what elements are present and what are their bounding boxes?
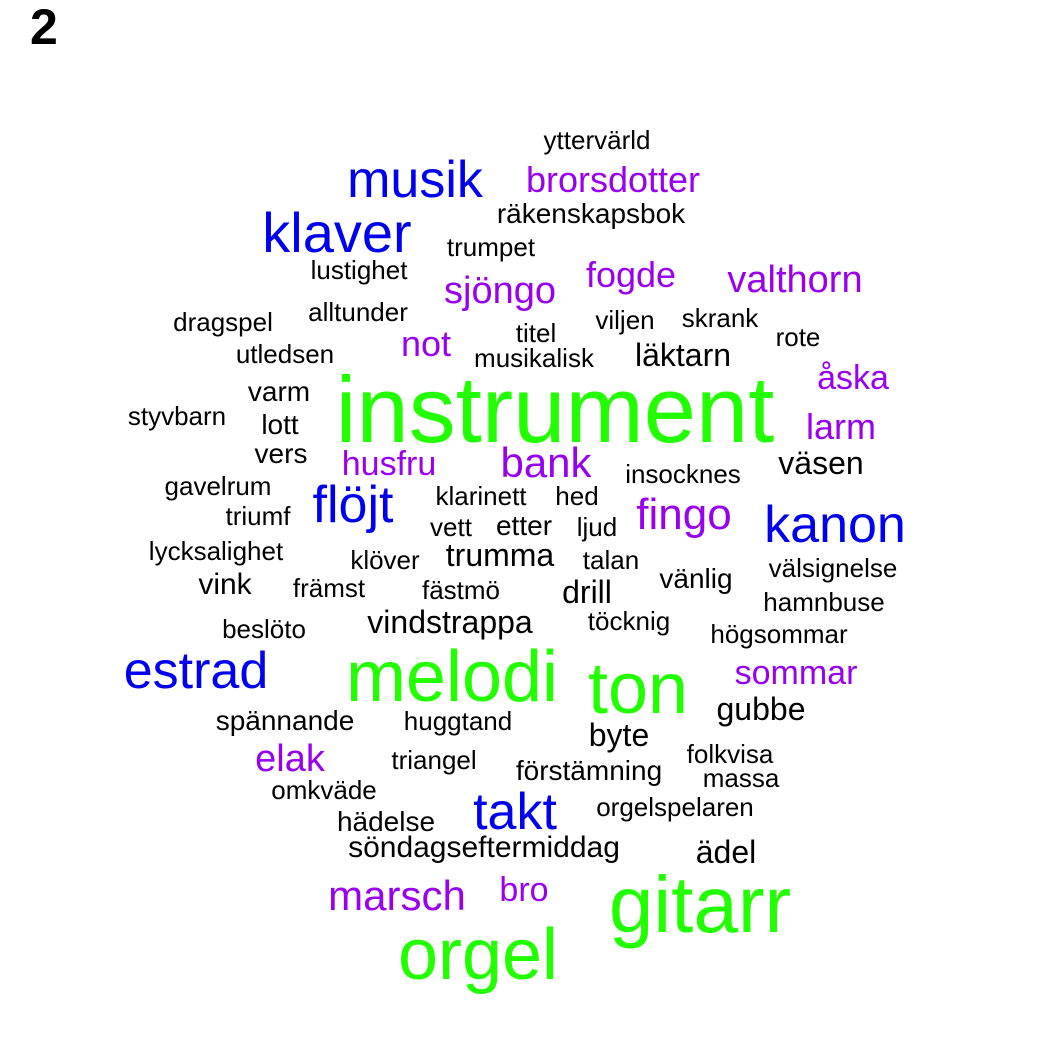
word-66: gubbe xyxy=(716,691,806,727)
word-40: lott xyxy=(261,409,299,440)
word-29: alltunder xyxy=(308,297,408,327)
word-17: larm xyxy=(806,406,876,447)
word-54: talan xyxy=(582,545,640,575)
word-44: gavelrum xyxy=(164,471,272,501)
word-28: lustighet xyxy=(310,255,408,285)
word-61: hamnbuse xyxy=(763,587,885,617)
word-49: etter xyxy=(495,510,553,541)
word-41: vers xyxy=(254,438,308,469)
word-32: viljen xyxy=(595,305,655,335)
word-30: dragspel xyxy=(173,307,273,337)
word-39: styvbarn xyxy=(127,401,227,431)
word-78: ädel xyxy=(695,834,757,870)
word-15: not xyxy=(400,323,452,364)
word-16: åska xyxy=(817,359,889,397)
word-60: vänlig xyxy=(659,563,733,594)
panel-label: 2 xyxy=(30,0,58,55)
word-9: estrad xyxy=(123,642,269,700)
word-75: orgelspelaren xyxy=(596,792,754,822)
word-18: husfru xyxy=(341,445,437,483)
word-12: sjöngo xyxy=(444,270,556,312)
word-46: hed xyxy=(555,481,599,511)
word-11: brorsdotter xyxy=(525,159,701,200)
word-26: räkenskapsbok xyxy=(496,198,686,229)
word-14: valthorn xyxy=(727,259,863,301)
word-6: klaver xyxy=(262,201,412,264)
word-43: insocknes xyxy=(625,459,741,489)
word-3: gitarr xyxy=(608,860,792,949)
word-22: elak xyxy=(255,738,325,780)
word-77: söndagseftermiddag xyxy=(348,831,620,864)
word-23: marsch xyxy=(328,872,466,919)
word-2: ton xyxy=(587,649,689,729)
word-65: högsommar xyxy=(710,619,848,649)
word-19: bank xyxy=(500,439,592,486)
word-35: utledsen xyxy=(235,339,335,369)
word-51: lycksalighet xyxy=(148,536,284,566)
word-13: fogde xyxy=(585,254,677,295)
word-38: varm xyxy=(247,376,311,407)
word-47: triumf xyxy=(225,501,291,531)
word-68: huggtand xyxy=(403,706,513,736)
word-74: omkväde xyxy=(271,775,377,805)
word-31: titel xyxy=(515,318,557,348)
word-10: takt xyxy=(473,783,557,841)
word-21: sommar xyxy=(734,654,858,692)
word-67: spännande xyxy=(215,705,355,736)
word-57: främst xyxy=(292,573,366,603)
word-20: fingo xyxy=(636,490,732,539)
word-25: yttervärld xyxy=(543,125,651,155)
word-63: vindstrappa xyxy=(367,604,533,640)
word-33: skrank xyxy=(681,303,759,333)
word-53: trumma xyxy=(445,537,555,573)
word-73: massa xyxy=(702,763,780,793)
word-58: fästmö xyxy=(421,575,501,605)
word-34: rote xyxy=(775,322,821,352)
word-48: vett xyxy=(430,512,472,542)
word-56: vink xyxy=(198,568,252,601)
word-45: klarinett xyxy=(435,481,527,511)
word-70: folkvisa xyxy=(686,739,774,769)
word-42: väsen xyxy=(778,445,864,481)
word-37: läktarn xyxy=(634,337,732,373)
word-62: beslöto xyxy=(222,614,306,644)
word-5: musik xyxy=(347,151,483,209)
word-76: hädelse xyxy=(336,806,436,837)
word-24: bro xyxy=(499,871,549,909)
word-69: byte xyxy=(588,717,650,753)
word-64: töcknig xyxy=(587,606,671,636)
word-36: musikalisk xyxy=(474,343,594,373)
word-0: instrument xyxy=(335,357,775,462)
word-71: triangel xyxy=(391,745,477,775)
word-59: drill xyxy=(562,574,612,610)
word-7: kanon xyxy=(764,496,906,554)
word-1: melodi xyxy=(345,637,559,717)
word-55: välsignelse xyxy=(768,553,898,583)
word-72: förstämning xyxy=(515,755,663,786)
word-27: trumpet xyxy=(446,232,536,262)
word-8: flöjt xyxy=(312,476,394,534)
word-4: orgel xyxy=(397,915,559,995)
word-52: klöver xyxy=(350,545,420,575)
word-50: ljud xyxy=(576,512,618,542)
